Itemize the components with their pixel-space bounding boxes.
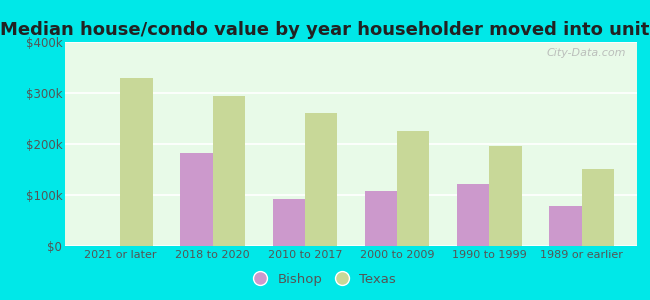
Text: City-Data.com: City-Data.com — [546, 48, 625, 58]
Bar — [180, 153, 213, 246]
Bar — [582, 169, 614, 246]
Bar — [457, 184, 489, 246]
Bar — [120, 78, 153, 246]
Legend: Bishop, Texas: Bishop, Texas — [250, 269, 400, 290]
Bar — [272, 199, 305, 246]
Bar — [305, 113, 337, 246]
Bar — [549, 206, 582, 246]
Bar — [213, 96, 245, 246]
Bar — [365, 191, 397, 246]
Bar — [489, 146, 522, 246]
Bar — [397, 131, 430, 246]
Text: Median house/condo value by year householder moved into unit: Median house/condo value by year househo… — [0, 21, 650, 39]
